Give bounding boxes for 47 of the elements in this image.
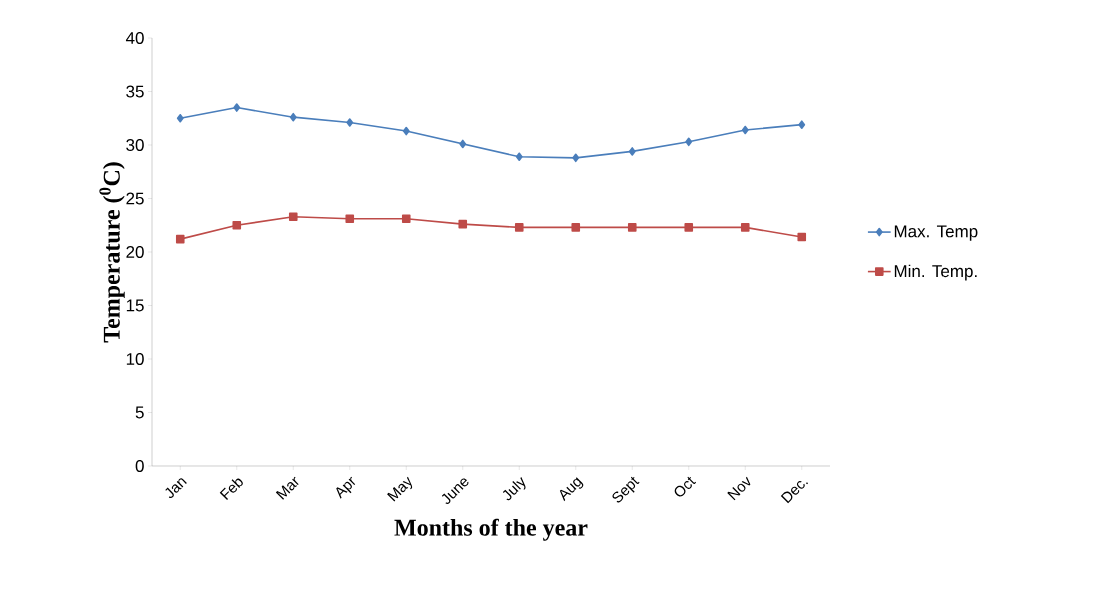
x-axis-title: Months of the year (394, 518, 588, 541)
point (684, 223, 694, 232)
point (402, 126, 410, 136)
point (740, 223, 750, 232)
point (288, 212, 298, 221)
y-tick-label: 40 (125, 31, 144, 45)
x-tick-label: Nov (727, 476, 751, 501)
x-tick-label: May (387, 476, 413, 502)
y-tick-label: 5 (135, 406, 144, 419)
y-tick-label: 25 (126, 192, 144, 205)
point (628, 147, 636, 156)
legend-label: Min. Temp. (894, 264, 977, 281)
point (401, 214, 411, 224)
point (798, 120, 806, 129)
point (514, 223, 524, 232)
point (232, 220, 242, 230)
x-tick-label: Jan (165, 478, 187, 499)
x-tick-label: July (502, 477, 526, 501)
y-tick-label: 10 (126, 352, 144, 366)
point (458, 219, 468, 229)
point (175, 234, 185, 244)
point (233, 103, 241, 112)
x-tick-label: Dec. (780, 480, 809, 504)
point (345, 214, 355, 224)
point (572, 153, 580, 163)
point (685, 137, 693, 147)
point (797, 232, 807, 242)
x-tick-label: Mar (275, 476, 299, 500)
x-tick-label: Feb (219, 478, 243, 501)
point (627, 223, 637, 232)
y-tick-label: 15 (126, 299, 144, 312)
y-tick-label: 35 (126, 85, 144, 98)
point (289, 112, 297, 122)
x-tick-label: Apr (336, 476, 356, 499)
point (346, 118, 354, 127)
y-tick-label: 20 (126, 245, 144, 259)
x-tick-label: Aug (559, 477, 584, 502)
point (459, 139, 467, 149)
y-tick-label: 0 (135, 459, 144, 473)
x-tick-label: Oct (674, 476, 697, 497)
point (571, 223, 581, 232)
y-tick-label: 30 (126, 138, 144, 152)
point (176, 113, 184, 123)
legend-label: Max. Temp (894, 225, 978, 241)
point (515, 152, 523, 162)
point (741, 125, 749, 135)
y-axis-title: Temperature ($^{0}$C) (99, 162, 125, 343)
